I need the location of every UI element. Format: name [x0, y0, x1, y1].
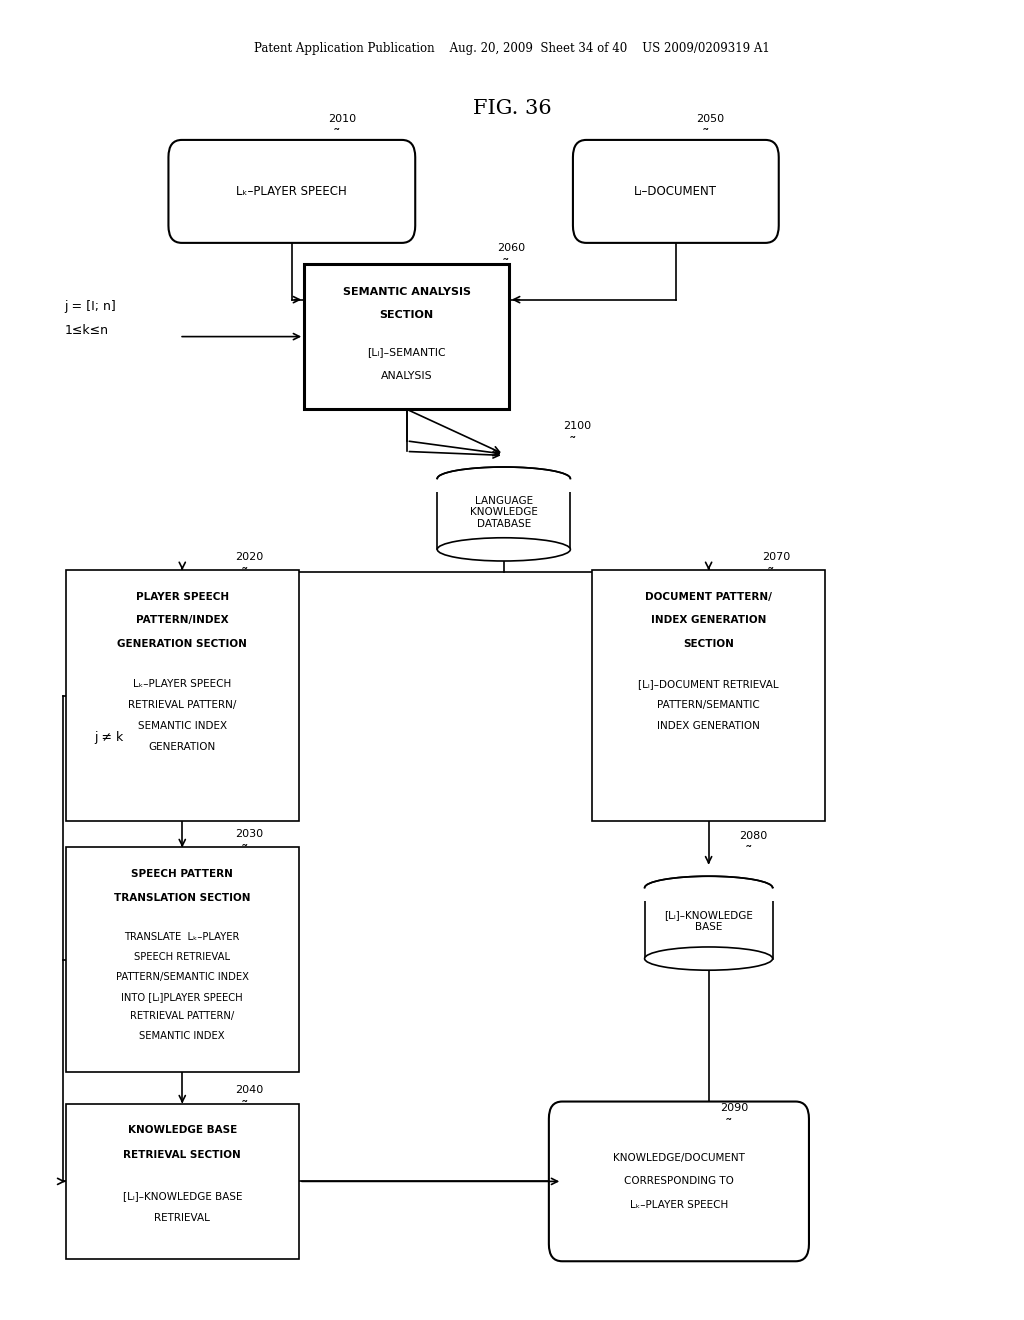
Text: Lₖ–PLAYER SPEECH: Lₖ–PLAYER SPEECH — [630, 1200, 728, 1210]
Text: j = [I; n]: j = [I; n] — [65, 300, 117, 313]
FancyBboxPatch shape — [66, 1104, 299, 1259]
Text: 2010: 2010 — [328, 114, 355, 124]
Text: RETRIEVAL PATTERN/: RETRIEVAL PATTERN/ — [128, 700, 237, 710]
Text: 2040: 2040 — [236, 1085, 264, 1096]
Text: SEMANTIC ANALYSIS: SEMANTIC ANALYSIS — [342, 286, 471, 297]
Text: PATTERN/INDEX: PATTERN/INDEX — [136, 615, 228, 626]
Text: ˜: ˜ — [241, 1100, 248, 1115]
Text: ˜: ˜ — [333, 128, 340, 144]
FancyBboxPatch shape — [66, 847, 299, 1072]
Text: 2090: 2090 — [720, 1104, 749, 1113]
Text: SEMANTIC INDEX: SEMANTIC INDEX — [137, 721, 227, 731]
Text: ˜: ˜ — [767, 566, 774, 582]
Ellipse shape — [645, 876, 772, 899]
Text: ˜: ˜ — [568, 436, 575, 451]
Text: 2030: 2030 — [236, 829, 263, 840]
Text: RETRIEVAL SECTION: RETRIEVAL SECTION — [124, 1150, 241, 1160]
Text: GENERATION SECTION: GENERATION SECTION — [118, 639, 247, 649]
Text: ˜: ˜ — [701, 128, 709, 144]
FancyBboxPatch shape — [168, 140, 416, 243]
Text: 2050: 2050 — [696, 114, 724, 124]
Text: ˜: ˜ — [502, 257, 509, 273]
FancyBboxPatch shape — [573, 140, 778, 243]
Text: PATTERN/SEMANTIC: PATTERN/SEMANTIC — [657, 700, 760, 710]
Text: KNOWLEDGE BASE: KNOWLEDGE BASE — [128, 1125, 237, 1135]
FancyBboxPatch shape — [66, 570, 299, 821]
Text: ˜: ˜ — [744, 845, 752, 861]
Text: Lₗ–DOCUMENT: Lₗ–DOCUMENT — [634, 185, 718, 198]
Text: 2070: 2070 — [762, 552, 791, 562]
Text: LANGUAGE
KNOWLEDGE
DATABASE: LANGUAGE KNOWLEDGE DATABASE — [470, 495, 538, 529]
FancyBboxPatch shape — [549, 1101, 809, 1262]
FancyBboxPatch shape — [592, 570, 825, 821]
Text: [Lₗ]–SEMANTIC: [Lₗ]–SEMANTIC — [368, 347, 445, 358]
Text: Lₖ–PLAYER SPEECH: Lₖ–PLAYER SPEECH — [237, 185, 347, 198]
Text: KNOWLEDGE/DOCUMENT: KNOWLEDGE/DOCUMENT — [613, 1152, 744, 1163]
Text: ˜: ˜ — [241, 843, 248, 859]
Text: SPEECH RETRIEVAL: SPEECH RETRIEVAL — [134, 952, 230, 962]
Text: SEMANTIC INDEX: SEMANTIC INDEX — [139, 1031, 225, 1041]
Text: TRANSLATE  Lₖ–PLAYER: TRANSLATE Lₖ–PLAYER — [125, 932, 240, 942]
Text: TRANSLATION SECTION: TRANSLATION SECTION — [114, 892, 251, 903]
Text: PATTERN/SEMANTIC INDEX: PATTERN/SEMANTIC INDEX — [116, 972, 249, 982]
Ellipse shape — [437, 467, 570, 490]
Text: 2060: 2060 — [497, 243, 524, 253]
Text: INTO [Lₗ]PLAYER SPEECH: INTO [Lₗ]PLAYER SPEECH — [122, 991, 243, 1002]
Text: INDEX GENERATION: INDEX GENERATION — [651, 615, 766, 626]
Text: [Lₗ]–KNOWLEDGE BASE: [Lₗ]–KNOWLEDGE BASE — [123, 1191, 242, 1201]
Text: Patent Application Publication    Aug. 20, 2009  Sheet 34 of 40    US 2009/02093: Patent Application Publication Aug. 20, … — [254, 42, 770, 55]
Text: ˜: ˜ — [241, 566, 248, 582]
Text: ˜: ˜ — [725, 1118, 732, 1133]
Text: RETRIEVAL PATTERN/: RETRIEVAL PATTERN/ — [130, 1011, 234, 1022]
Text: FIG. 36: FIG. 36 — [473, 99, 551, 117]
Text: [Lₗ]–KNOWLEDGE
BASE: [Lₗ]–KNOWLEDGE BASE — [665, 911, 753, 932]
Text: 2080: 2080 — [739, 830, 768, 841]
Text: GENERATION: GENERATION — [148, 742, 216, 752]
Text: j ≠ k: j ≠ k — [94, 731, 124, 744]
FancyBboxPatch shape — [643, 888, 774, 900]
Text: PLAYER SPEECH: PLAYER SPEECH — [136, 591, 228, 602]
Text: Lₖ–PLAYER SPEECH: Lₖ–PLAYER SPEECH — [133, 678, 231, 689]
FancyBboxPatch shape — [304, 264, 509, 409]
Ellipse shape — [437, 537, 570, 561]
Text: SECTION: SECTION — [380, 310, 433, 321]
Text: CORRESPONDING TO: CORRESPONDING TO — [624, 1176, 734, 1187]
Text: 1≤k≤n: 1≤k≤n — [65, 323, 109, 337]
FancyBboxPatch shape — [435, 479, 572, 491]
Text: RETRIEVAL: RETRIEVAL — [155, 1213, 210, 1224]
Text: DOCUMENT PATTERN/: DOCUMENT PATTERN/ — [645, 591, 772, 602]
Text: SECTION: SECTION — [683, 639, 734, 649]
Ellipse shape — [645, 946, 772, 970]
Text: 2020: 2020 — [236, 552, 264, 562]
Text: SPEECH PATTERN: SPEECH PATTERN — [131, 869, 233, 879]
Text: INDEX GENERATION: INDEX GENERATION — [657, 721, 760, 731]
Text: [Lₗ]–DOCUMENT RETRIEVAL: [Lₗ]–DOCUMENT RETRIEVAL — [638, 678, 779, 689]
Text: ANALYSIS: ANALYSIS — [381, 371, 432, 381]
Text: 2100: 2100 — [563, 421, 591, 432]
